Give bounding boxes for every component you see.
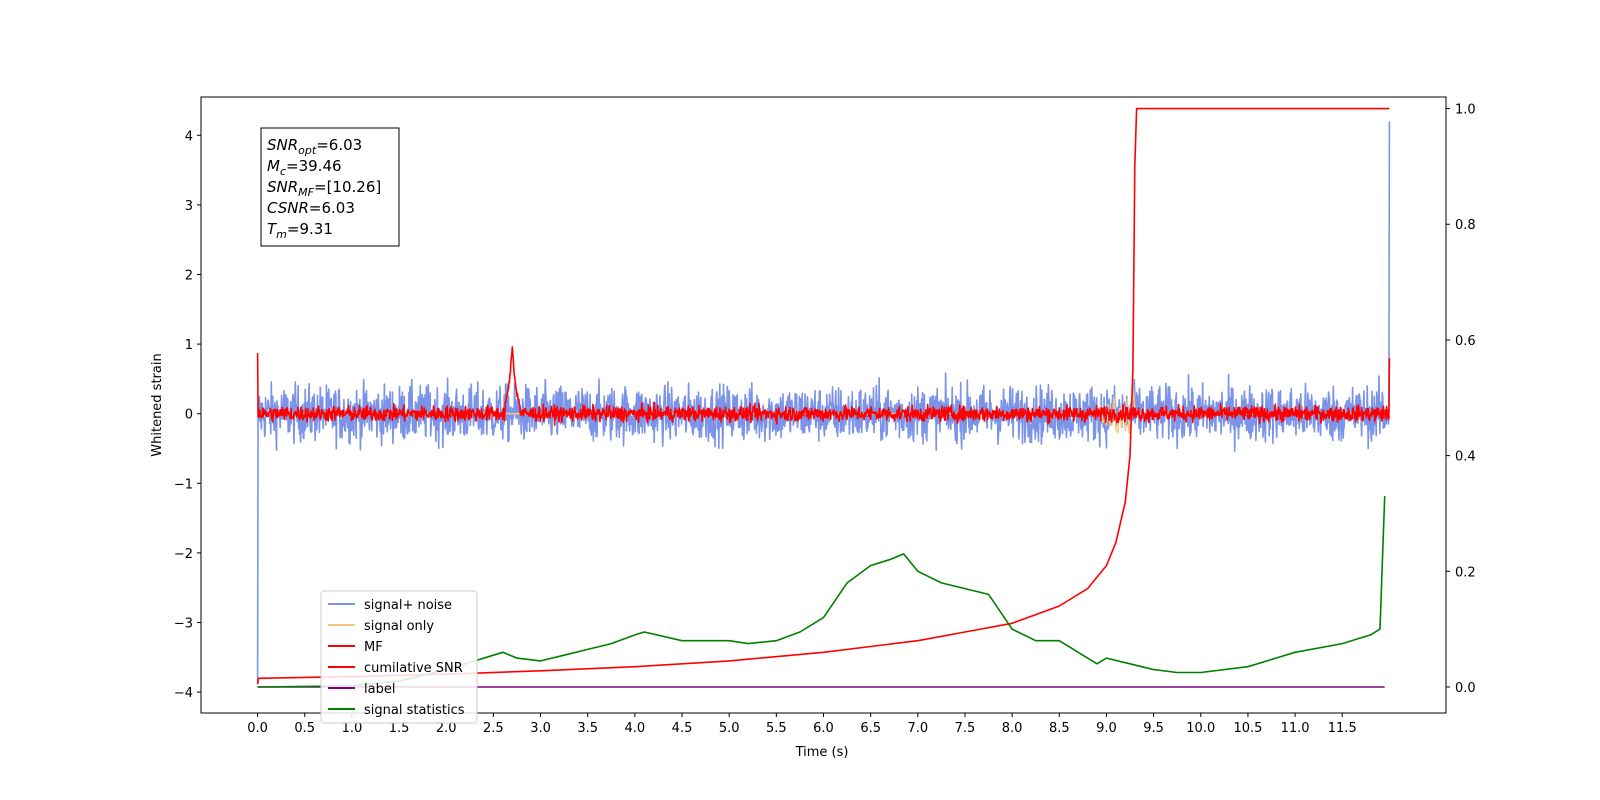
x-tick-label: 10.5 [1233, 721, 1262, 736]
annotation-box: SNRopt=6.03Mc=39.46SNRMF=[10.26]CSNR=6.0… [260, 127, 400, 247]
x-axis-label: Time (s) [795, 745, 849, 760]
x-tick-label: 6.5 [860, 721, 881, 736]
annotation-line: SNRMF=[10.26] [267, 178, 381, 199]
x-axis: 0.0 0.5 1.0 1.5 2.0 2.5 3.0 3.5 4.0 4.5 5.0 5.5 6.0 6… [247, 713, 1357, 736]
legend-frame [320, 590, 478, 724]
y2-tick-label: 0.2 [1455, 565, 1476, 580]
legend: signal+ noise signal only MF cumilative SNR… [320, 590, 478, 724]
series-line-mf [256, 346, 1391, 426]
y-axis-label: Whitened strain [150, 353, 165, 456]
y-axis-right: 1.0 0.8 0.6 0.4 0.2 0.0 [1446, 103, 1476, 696]
x-tick-label: 0.5 [294, 721, 315, 736]
x-tick-label: 8.5 [1049, 721, 1070, 736]
x-tick-label: 5.0 [719, 721, 740, 736]
y2-tick-label: 0.6 [1455, 334, 1476, 349]
x-tick-label: 1.5 [389, 721, 410, 736]
x-tick-label: 2.5 [483, 721, 504, 736]
legend-item-label: signal statistics [364, 703, 465, 718]
y-tick-label: 4 [185, 129, 193, 144]
x-tick-label: 7.5 [955, 721, 976, 736]
x-tick-label: 10.0 [1186, 721, 1215, 736]
y-tick-label: 0 [185, 408, 193, 423]
x-tick-label: 9.0 [1096, 721, 1117, 736]
annotation-frame [260, 127, 400, 247]
x-tick-label: 3.0 [530, 721, 551, 736]
legend-item-label: label [364, 682, 395, 697]
x-tick-label: 11.0 [1281, 721, 1310, 736]
x-tick-label: 8.0 [1002, 721, 1023, 736]
y-tick-label: −1 [174, 477, 193, 492]
series-line-signal-statistics [257, 496, 1386, 688]
y-tick-label: −3 [174, 617, 193, 632]
y-tick-label: 3 [185, 199, 193, 214]
x-tick-label: 6.0 [813, 721, 834, 736]
x-tick-label: 2.0 [436, 721, 457, 736]
x-tick-label: 9.5 [1143, 721, 1164, 736]
y2-tick-label: 0.0 [1455, 681, 1476, 696]
x-tick-label: 11.5 [1328, 721, 1357, 736]
annotation-line: Tm=9.31 [267, 220, 333, 241]
y-tick-label: −4 [174, 686, 193, 701]
legend-item-label: cumilative SNR [364, 661, 463, 676]
legend-item-label: signal+ noise [364, 598, 452, 613]
series-layer [256, 107, 1391, 688]
y2-tick-label: 1.0 [1455, 103, 1476, 118]
legend-item-label: MF [364, 640, 383, 655]
legend-item-label: signal only [364, 619, 434, 634]
x-tick-label: 4.5 [672, 721, 693, 736]
y-tick-label: −2 [174, 547, 193, 562]
x-tick-label: 0.0 [247, 721, 268, 736]
annotation-line: CSNR=6.03 [267, 199, 355, 217]
x-tick-label: 7.0 [907, 721, 928, 736]
x-tick-label: 1.0 [342, 721, 363, 736]
annotation-line: Mc=39.46 [267, 157, 342, 178]
y-tick-label: 2 [185, 268, 193, 283]
y-axis-left: 4 3 2 1 0 −1 −2 −3 −4 [174, 129, 201, 701]
y2-tick-label: 0.4 [1455, 450, 1476, 465]
annotation-line: SNRopt=6.03 [267, 136, 362, 157]
series-line-cumilative-snr [256, 107, 1390, 685]
x-tick-label: 3.5 [577, 721, 598, 736]
y2-tick-label: 0.8 [1455, 218, 1476, 233]
x-tick-label: 5.5 [766, 721, 787, 736]
y-tick-label: 1 [185, 338, 193, 353]
x-tick-label: 4.0 [625, 721, 646, 736]
